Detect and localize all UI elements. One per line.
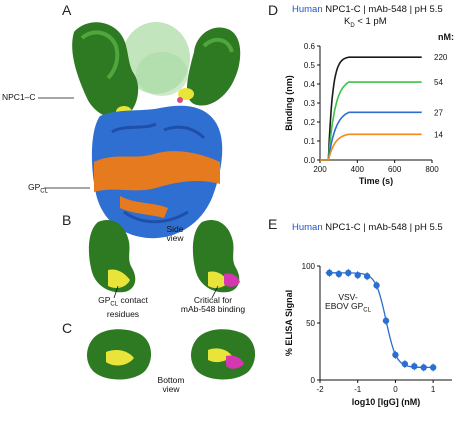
x-tick-label: -2 [316, 385, 324, 394]
panel-c-structure-right [191, 329, 256, 380]
panel-a-letter: A [62, 2, 72, 18]
y-tick-label: 0.1 [304, 137, 316, 146]
y-tick-label: 0.5 [304, 61, 316, 70]
panel-b-leader-lines [113, 286, 219, 299]
panel-b-structure-left [88, 219, 136, 293]
x-axis-label: log10 [IgG] (nM) [352, 397, 421, 407]
binding-kinetics-chart: 0.0 0.1 0.2 0.3 0.4 0.5 0.6 200 400 600 800 Time (s… [284, 42, 448, 186]
x-tick-label: 0 [393, 385, 398, 394]
gp-leader-line [44, 187, 90, 189]
series-line-54 [320, 81, 422, 161]
y-tick-label: 0.2 [304, 118, 316, 127]
x-axis-label: Time (s) [359, 176, 393, 186]
data-point [335, 270, 343, 278]
series-label-14: 14 [434, 130, 443, 139]
panel-c-letter: C [62, 320, 73, 336]
panel-c-structure-left [87, 329, 152, 380]
data-point [382, 317, 390, 324]
elisa-annotation: VSV- EBOV GPCL [325, 292, 371, 314]
elisa-chart: 0 50 100 -2 -1 0 1 log10 [IgG] (nM) % ELISA Sign… [284, 262, 452, 407]
data-point [392, 351, 399, 359]
panel-a-structure [72, 22, 241, 239]
data-point [326, 269, 333, 277]
data-point [373, 282, 380, 289]
y-tick-label: 0.3 [304, 99, 316, 108]
series-line-220 [320, 56, 422, 161]
panel-d-kd: KD < 1 pM [344, 16, 387, 29]
panel-b-letter: B [62, 212, 72, 228]
data-point [429, 364, 437, 371]
panel-d-letter: D [268, 2, 279, 18]
x-tick-label: -1 [354, 385, 362, 394]
panel-e-header: Human NPC1-C | mAb-548 | pH 5.5 [292, 222, 443, 233]
npc-leader-line [38, 97, 74, 99]
panel-e-letter: E [268, 216, 278, 232]
x-tick-label: 400 [351, 165, 365, 174]
y-tick-label: 50 [306, 319, 315, 328]
y-tick-label: 0.4 [304, 80, 316, 89]
gp-label: GPCL [28, 182, 48, 195]
y-tick-label: 0.6 [304, 42, 316, 51]
data-point [411, 363, 418, 370]
bottom-view-label: Bottom view [157, 375, 185, 394]
panel-d-nm-label: nM: [438, 32, 454, 42]
y-axis-label: % ELISA Signal [284, 290, 294, 356]
data-point [420, 364, 427, 371]
series-label-220: 220 [434, 53, 448, 62]
data-point [345, 269, 352, 277]
panel-b-structure-right [192, 219, 240, 293]
y-axis-label: Binding (nm) [284, 75, 294, 131]
series-line-27 [320, 111, 422, 161]
series-label-27: 27 [434, 108, 443, 117]
data-point [354, 271, 361, 279]
series-label-54: 54 [434, 78, 443, 87]
critical-binding-caption: Critical for mAb-548 binding [180, 295, 246, 314]
x-tick-label: 800 [425, 165, 439, 174]
fit-curve [325, 272, 435, 369]
y-tick-label: 0 [311, 376, 316, 385]
x-tick-label: 200 [313, 165, 327, 174]
contact-residues-caption: GPCL contact residues [98, 295, 148, 319]
data-point [363, 273, 371, 280]
panel-d-header: Human NPC1-C | mAb-548 | pH 5.5 [292, 4, 443, 15]
data-point [401, 360, 409, 368]
x-tick-label: 1 [431, 385, 436, 394]
npc-label: NPC1–C [2, 92, 36, 102]
x-tick-label: 600 [388, 165, 402, 174]
y-tick-label: 0.0 [304, 156, 316, 165]
side-view-label: Side view [166, 224, 184, 243]
series-line-14 [320, 133, 422, 161]
y-tick-label: 100 [302, 262, 316, 271]
